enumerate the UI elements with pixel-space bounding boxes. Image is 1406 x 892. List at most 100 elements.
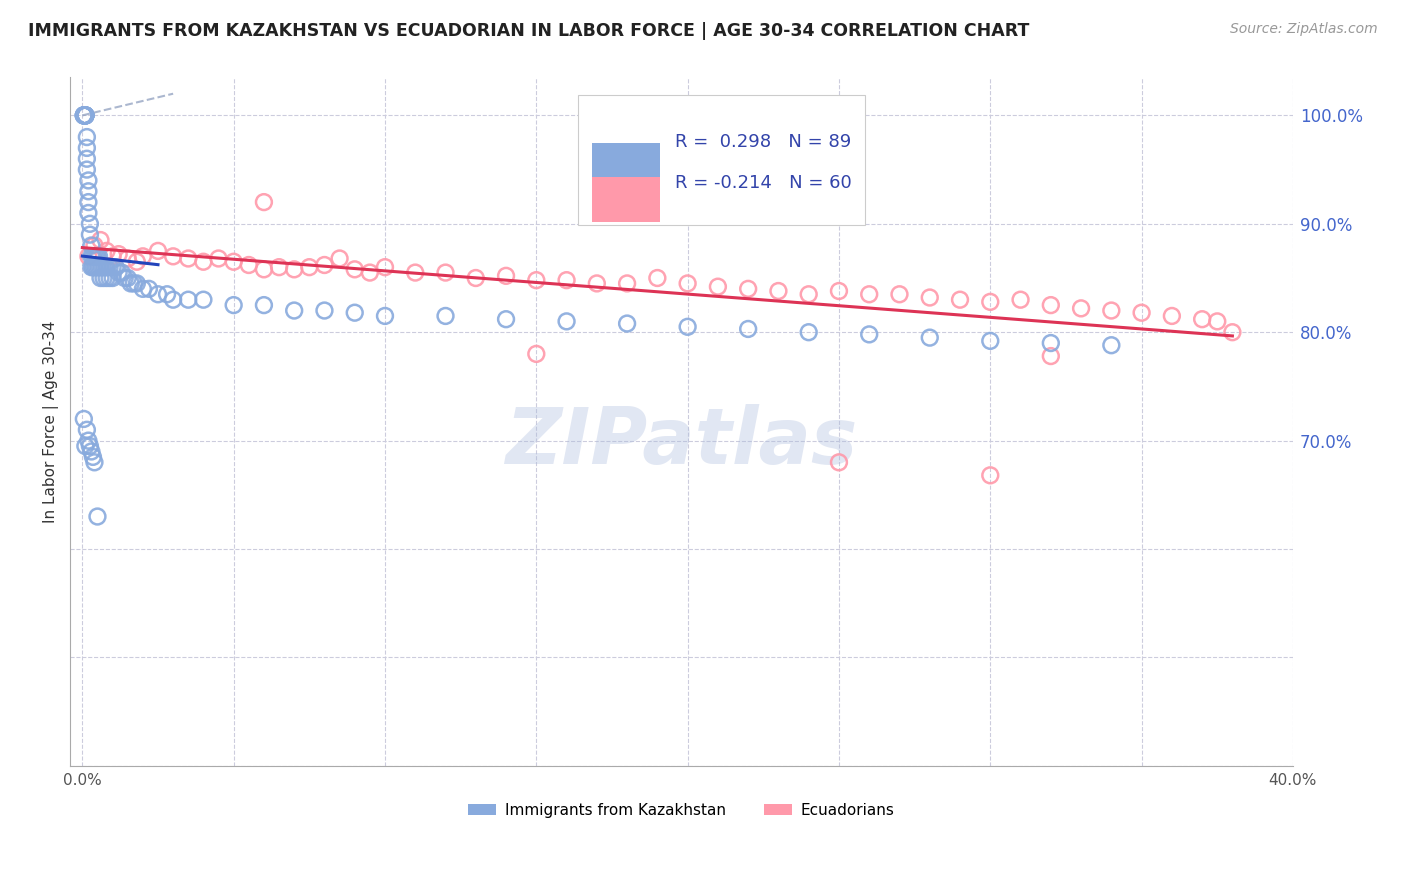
Point <box>80 238 103 252</box>
Point <box>111 266 134 280</box>
Point <box>177 293 200 307</box>
Point <box>125 254 148 268</box>
Point <box>77 249 100 263</box>
Text: R = -0.214   N = 60: R = -0.214 N = 60 <box>675 174 852 192</box>
Bar <box>592 143 659 187</box>
Point <box>177 252 200 266</box>
Point <box>73 108 96 122</box>
Point <box>73 108 96 122</box>
Point <box>75 108 97 122</box>
Point <box>89 271 111 285</box>
Point <box>98 260 121 275</box>
Text: Source: ZipAtlas.com: Source: ZipAtlas.com <box>1230 22 1378 37</box>
Point <box>77 434 100 448</box>
Point <box>117 271 139 285</box>
Point <box>374 260 396 275</box>
Point <box>253 262 276 277</box>
Point <box>107 247 129 261</box>
Point <box>79 227 101 242</box>
Point <box>889 287 911 301</box>
Point <box>253 195 276 210</box>
Point <box>343 262 366 277</box>
Point <box>73 108 96 122</box>
Point <box>87 249 110 263</box>
Point <box>343 306 366 320</box>
Point <box>797 287 820 301</box>
Point <box>162 293 184 307</box>
Point <box>96 260 118 275</box>
Point <box>555 314 578 328</box>
Point <box>80 444 103 458</box>
Text: ZIPatlas: ZIPatlas <box>506 404 858 480</box>
Bar <box>592 178 659 222</box>
Point <box>87 260 110 275</box>
Point <box>676 319 699 334</box>
Point <box>1039 349 1062 363</box>
Point <box>101 271 124 285</box>
FancyBboxPatch shape <box>578 95 865 226</box>
Point <box>83 249 105 263</box>
Point <box>77 173 100 187</box>
Point <box>73 108 96 122</box>
Point <box>79 439 101 453</box>
Point <box>797 325 820 339</box>
Point <box>858 327 880 342</box>
Point <box>495 268 517 283</box>
Point <box>122 277 145 291</box>
Point <box>329 252 352 266</box>
Point <box>737 322 759 336</box>
Point <box>84 249 107 263</box>
Point <box>75 108 97 122</box>
Point <box>101 260 124 275</box>
Point <box>86 509 108 524</box>
Point <box>1039 298 1062 312</box>
Point <box>616 317 638 331</box>
Point <box>193 293 215 307</box>
Point <box>77 206 100 220</box>
Point <box>86 249 108 263</box>
Point <box>82 260 104 275</box>
Point <box>91 260 114 275</box>
Point <box>828 455 851 469</box>
Point <box>96 244 118 258</box>
Point <box>464 271 486 285</box>
Point <box>73 412 96 426</box>
Point <box>314 303 336 318</box>
Point <box>75 108 97 122</box>
Point <box>96 271 118 285</box>
Point <box>146 287 169 301</box>
Point <box>949 293 972 307</box>
Point <box>73 108 96 122</box>
Point <box>979 468 1001 483</box>
Point <box>93 260 115 275</box>
Point <box>1191 312 1213 326</box>
Text: IMMIGRANTS FROM KAZAKHSTAN VS ECUADORIAN IN LABOR FORCE | AGE 30-34 CORRELATION : IMMIGRANTS FROM KAZAKHSTAN VS ECUADORIAN… <box>28 22 1029 40</box>
Point <box>616 178 638 193</box>
Point <box>253 298 276 312</box>
Point <box>918 331 941 345</box>
Point <box>156 287 179 301</box>
Point <box>89 233 111 247</box>
Point <box>267 260 290 275</box>
Point <box>585 277 607 291</box>
Point <box>1039 336 1062 351</box>
Point <box>76 152 98 166</box>
Point <box>117 252 139 266</box>
Point <box>918 291 941 305</box>
Point <box>82 450 104 464</box>
Point <box>114 271 136 285</box>
Point <box>359 266 381 280</box>
Point <box>1010 293 1032 307</box>
Point <box>222 298 245 312</box>
Point <box>1099 338 1122 352</box>
Point <box>75 108 97 122</box>
Point <box>138 282 160 296</box>
Point <box>125 277 148 291</box>
Point <box>1160 309 1182 323</box>
Point <box>404 266 426 280</box>
Point <box>75 108 97 122</box>
Point <box>238 258 260 272</box>
Point <box>80 249 103 263</box>
Point <box>101 249 124 263</box>
Point <box>76 130 98 145</box>
